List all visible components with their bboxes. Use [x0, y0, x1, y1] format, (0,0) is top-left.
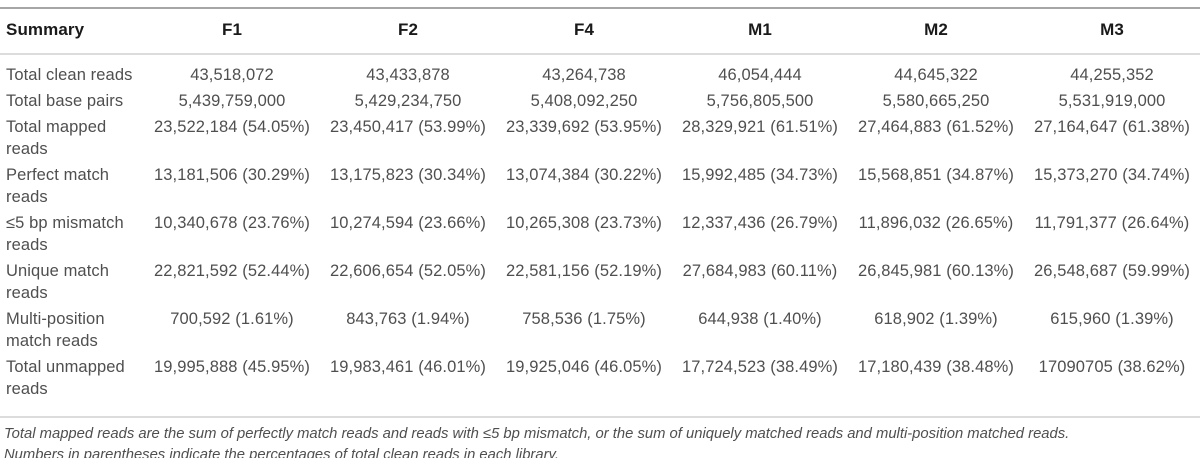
cell: 43,518,072 [190, 66, 274, 84]
cell: 28,329,921 (61.51%) [681, 118, 838, 136]
cell: 5,439,759,000 [178, 92, 286, 110]
table-row: Total mapped reads 23,522,184 (54.05%) 2… [0, 114, 1200, 162]
cell: 27,684,983 (60.11%) [682, 262, 838, 280]
cell: 10,265,308 (23.73%) [505, 214, 662, 232]
cell: 10,274,594 (23.66%) [329, 214, 486, 232]
row-label: Total clean reads [6, 66, 133, 84]
cell: 843,763 (1.94%) [346, 310, 470, 328]
cell: 11,896,032 (26.65%) [858, 214, 1014, 232]
table-row: ≤5 bp mismatch reads 10,340,678 (23.76%)… [0, 210, 1200, 258]
cell: 44,255,352 [1070, 66, 1154, 84]
column-header-summary: Summary [6, 20, 85, 39]
table-row: Perfect match reads 13,181,506 (30.29%) … [0, 162, 1200, 210]
column-header-f4: F4 [573, 20, 595, 39]
cell: 12,337,436 (26.79%) [681, 214, 838, 232]
cell: 46,054,444 [718, 66, 802, 84]
cell: 13,181,506 (30.29%) [153, 166, 310, 184]
cell: 13,175,823 (30.34%) [329, 166, 486, 184]
cell: 22,581,156 (52.19%) [505, 262, 662, 280]
cell: 27,464,883 (61.52%) [857, 118, 1014, 136]
cell: 758,536 (1.75%) [522, 310, 646, 328]
column-header-m1: M1 [748, 20, 772, 39]
cell: 43,264,738 [542, 66, 626, 84]
row-label: Total base pairs [6, 92, 124, 110]
table-row: Unique match reads 22,821,592 (52.44%) 2… [0, 258, 1200, 306]
footnote-line: Total mapped reads are the sum of perfec… [4, 426, 1070, 442]
cell: 26,548,687 (59.99%) [1033, 262, 1190, 280]
cell: 43,433,878 [366, 66, 450, 84]
cell: 644,938 (1.40%) [698, 310, 822, 328]
cell: 23,339,692 (53.95%) [505, 118, 662, 136]
table-row: Total unmapped reads 19,995,888 (45.95%)… [0, 354, 1200, 402]
row-label: ≤5 bp mismatch reads [6, 214, 124, 254]
cell: 17,724,523 (38.49%) [681, 358, 838, 376]
cell: 10,340,678 (23.76%) [153, 214, 310, 232]
cell: 27,164,647 (61.38%) [1033, 118, 1190, 136]
cell: 19,983,461 (46.01%) [329, 358, 486, 376]
cell: 13,074,384 (30.22%) [505, 166, 662, 184]
column-header-f2: F2 [397, 20, 419, 39]
cell: 11,791,377 (26.64%) [1034, 214, 1190, 232]
row-label: Unique match reads [6, 262, 110, 302]
row-label: Total mapped reads [6, 118, 107, 158]
table-row: Multi-position match reads 700,592 (1.61… [0, 306, 1200, 354]
cell: 23,522,184 (54.05%) [153, 118, 310, 136]
cell: 15,992,485 (34.73%) [681, 166, 838, 184]
cell: 22,606,654 (52.05%) [329, 262, 486, 280]
cell: 5,756,805,500 [706, 92, 814, 110]
cell: 15,373,270 (34.74%) [1033, 166, 1190, 184]
column-header-f1: F1 [221, 20, 243, 39]
table-row: Total clean reads 43,518,072 43,433,878 … [0, 54, 1200, 88]
table-footnote: Total mapped reads are the sum of perfec… [0, 416, 1200, 458]
cell: 19,925,046 (46.05%) [505, 358, 662, 376]
cell: 26,845,981 (60.13%) [857, 262, 1014, 280]
column-header-m3: M3 [1100, 20, 1124, 39]
cell: 23,450,417 (53.99%) [329, 118, 486, 136]
cell: 5,408,092,250 [530, 92, 638, 110]
footnote-line: Numbers in parentheses indicate the perc… [4, 447, 559, 458]
cell: 5,429,234,750 [354, 92, 462, 110]
cell: 19,995,888 (45.95%) [153, 358, 310, 376]
cell: 17090705 (38.62%) [1038, 358, 1186, 376]
summary-table: Summary F1 F2 F4 M1 M2 M3 Total clean re… [0, 7, 1200, 402]
cell: 618,902 (1.39%) [874, 310, 998, 328]
row-label: Multi-position match reads [6, 310, 105, 350]
cell: 44,645,322 [894, 66, 978, 84]
cell: 17,180,439 (38.48%) [857, 358, 1014, 376]
cell: 5,531,919,000 [1058, 92, 1166, 110]
column-header-m2: M2 [924, 20, 948, 39]
table-row: Total base pairs 5,439,759,000 5,429,234… [0, 88, 1200, 114]
cell: 15,568,851 (34.87%) [857, 166, 1014, 184]
header-row: Summary F1 F2 F4 M1 M2 M3 [0, 8, 1200, 54]
row-label: Total unmapped reads [6, 358, 125, 398]
row-label: Perfect match reads [6, 166, 110, 206]
cell: 700,592 (1.61%) [170, 310, 294, 328]
cell: 615,960 (1.39%) [1050, 310, 1174, 328]
cell: 5,580,665,250 [882, 92, 990, 110]
cell: 22,821,592 (52.44%) [153, 262, 310, 280]
